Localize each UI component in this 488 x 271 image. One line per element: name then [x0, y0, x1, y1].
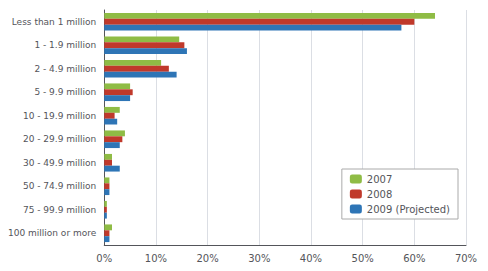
svg-text:75 - 99.9 million: 75 - 99.9 million: [23, 205, 96, 215]
svg-text:50 - 74.9 million: 50 - 74.9 million: [23, 181, 96, 191]
svg-text:50%: 50%: [352, 253, 374, 264]
svg-text:20%: 20%: [196, 253, 218, 264]
svg-text:2007: 2007: [367, 174, 392, 185]
svg-text:0%: 0%: [96, 253, 112, 264]
svg-text:10%: 10%: [145, 253, 167, 264]
svg-text:2009 (Projected): 2009 (Projected): [367, 204, 450, 215]
svg-text:Less than 1 million: Less than 1 million: [12, 17, 97, 27]
svg-text:30%: 30%: [248, 253, 270, 264]
svg-text:2008: 2008: [367, 189, 392, 200]
svg-text:60%: 60%: [403, 253, 425, 264]
svg-text:100 million or more: 100 million or more: [8, 228, 97, 238]
svg-text:30 - 49.9 million: 30 - 49.9 million: [23, 158, 96, 168]
svg-text:5 - 9.9 million: 5 - 9.9 million: [34, 87, 96, 97]
svg-text:20 - 29.9 million: 20 - 29.9 million: [23, 134, 96, 144]
svg-text:70%: 70%: [455, 253, 477, 264]
svg-text:1 - 1.9 million: 1 - 1.9 million: [34, 40, 96, 50]
svg-text:40%: 40%: [300, 253, 322, 264]
svg-text:10 - 19.9 million: 10 - 19.9 million: [23, 111, 96, 121]
svg-text:2 - 4.9 million: 2 - 4.9 million: [34, 64, 96, 74]
